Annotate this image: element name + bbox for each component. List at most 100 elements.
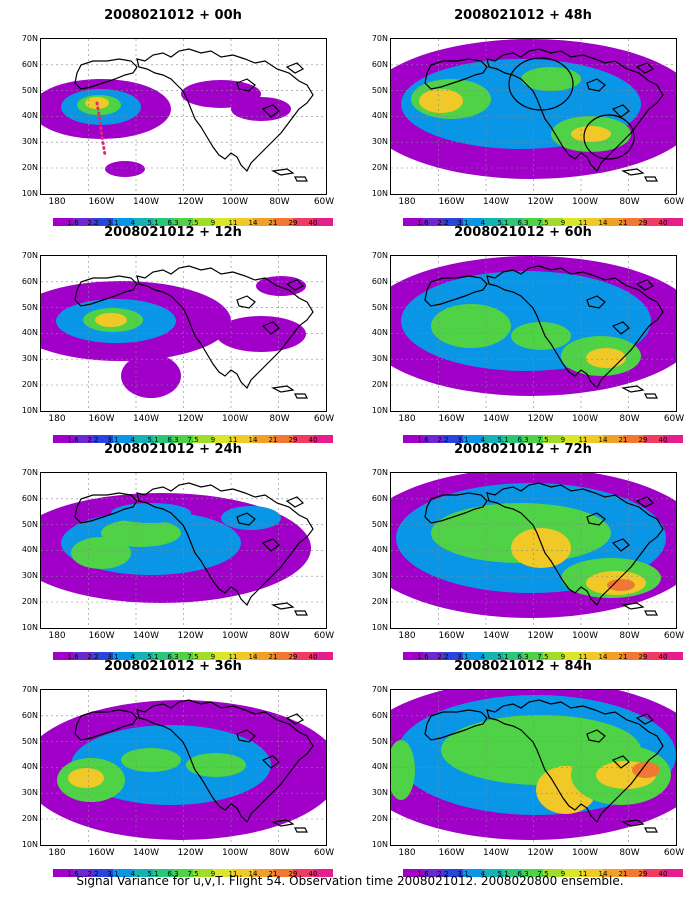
color-swatch xyxy=(603,218,623,226)
color-swatch xyxy=(543,218,563,226)
colorbar-label: 9 xyxy=(560,653,566,661)
colorbar-label: 40 xyxy=(658,436,668,444)
coastline xyxy=(136,265,314,390)
color-swatch xyxy=(113,869,133,877)
color-swatch xyxy=(113,218,133,226)
colorbar-label: 6.3 xyxy=(167,436,179,444)
colorbar-label: 6.3 xyxy=(517,219,529,227)
colorbar-label: 3.1 xyxy=(457,436,469,444)
colorbar-label: 9 xyxy=(210,653,216,661)
colorbar-label: 14 xyxy=(598,219,608,227)
lon-label: 120W xyxy=(527,197,554,207)
coastline xyxy=(294,610,308,616)
variance-contour xyxy=(231,97,291,121)
colorbar-label: 14 xyxy=(598,653,608,661)
color-swatch xyxy=(563,218,583,226)
coastline xyxy=(136,699,314,824)
lon-label: 60W xyxy=(313,848,335,858)
color-swatch xyxy=(273,218,293,226)
color-swatch xyxy=(643,869,663,877)
colorbar-label: 5.1 xyxy=(147,653,159,661)
lon-label: 120W xyxy=(527,848,554,858)
color-swatch xyxy=(153,435,173,443)
color-swatch xyxy=(483,869,503,877)
colorbar-label: 11 xyxy=(578,870,588,878)
colorbar-label: 5.1 xyxy=(497,436,509,444)
colorbar-label: 6.3 xyxy=(517,436,529,444)
colorbar-label: 5.1 xyxy=(497,870,509,878)
color-swatch xyxy=(403,435,423,443)
colorbar-label: 1.6 xyxy=(67,653,79,661)
lat-label: 50N xyxy=(371,302,388,312)
color-swatch xyxy=(173,435,193,443)
lat-label: 50N xyxy=(21,302,38,312)
color-swatch xyxy=(543,652,563,660)
lat-label: 30N xyxy=(21,137,38,147)
lat-label: 60N xyxy=(21,710,38,720)
color-swatch xyxy=(213,218,233,226)
color-swatch xyxy=(153,652,173,660)
colorbar-label: 3.1 xyxy=(457,653,469,661)
color-swatch xyxy=(53,869,73,877)
color-swatch xyxy=(193,218,213,226)
coastline xyxy=(236,295,256,309)
coastline xyxy=(285,62,305,74)
color-swatch xyxy=(293,435,313,443)
lon-label: 100W xyxy=(571,414,599,424)
lat-label: 10N xyxy=(371,839,388,849)
colorbar-label: 21 xyxy=(618,219,628,227)
color-swatch xyxy=(273,869,293,877)
variance-contour xyxy=(511,528,571,568)
color-swatch xyxy=(463,652,483,660)
coastline xyxy=(236,512,256,526)
color-swatch xyxy=(193,435,213,443)
lat-label: 50N xyxy=(371,519,388,529)
lon-label: 120W xyxy=(177,631,204,641)
forecast-panel: 2008021012 + 36h 70N 60N 50N 40N 30N 20N 10N 180… xyxy=(8,659,338,878)
coastline xyxy=(586,729,606,743)
color-swatch xyxy=(663,869,683,877)
colorbar-label: 21 xyxy=(618,870,628,878)
color-swatch xyxy=(153,218,173,226)
variance-contour xyxy=(607,579,635,591)
coastline xyxy=(294,176,308,182)
color-swatch xyxy=(623,652,643,660)
colorbar-label: 4 xyxy=(130,653,136,661)
color-swatch xyxy=(113,435,133,443)
lon-label: 120W xyxy=(177,848,204,858)
lat-label: 60N xyxy=(21,276,38,286)
color-swatch xyxy=(563,652,583,660)
lon-label: 180 xyxy=(48,848,66,858)
color-swatch xyxy=(583,218,603,226)
lat-label: 20N xyxy=(21,380,38,389)
forecast-panel: 2008021012 + 48h 70N 60N 50N 40N 30N 20N 10N 180… xyxy=(358,8,688,227)
colorbar-label: 11 xyxy=(578,219,588,227)
color-swatch xyxy=(423,652,443,660)
highlight-circle xyxy=(508,57,574,111)
panel-title: 2008021012 + 48h xyxy=(454,8,592,23)
colorbar-label: 9 xyxy=(210,219,216,227)
color-swatch xyxy=(403,869,423,877)
colorbar-label: 5.1 xyxy=(147,436,159,444)
coastline xyxy=(74,709,138,741)
color-swatch xyxy=(623,218,643,226)
coastline xyxy=(621,819,645,827)
coastline xyxy=(644,393,658,399)
lat-label: 70N xyxy=(21,34,38,43)
forecast-panel: 2008021012 + 72h 70N 60N 50N 40N 30N 20N 10N 180… xyxy=(358,442,688,661)
color-swatch xyxy=(663,218,683,226)
lat-label: 50N xyxy=(21,736,38,746)
lon-label: 160W xyxy=(88,414,115,424)
color-swatch xyxy=(423,218,443,226)
forecast-panel: 2008021012 + 12h 70N 60N 50N 40N 30N 20N 10N 180… xyxy=(8,225,338,444)
color-swatch xyxy=(253,869,273,877)
coastline xyxy=(74,275,138,307)
variance-contour xyxy=(216,316,306,352)
color-swatch xyxy=(253,218,273,226)
color-swatch xyxy=(563,435,583,443)
color-swatch xyxy=(193,869,213,877)
colorbar-label: 5.1 xyxy=(147,870,159,878)
lon-label: 100W xyxy=(221,631,249,641)
colorbar-label: 14 xyxy=(248,219,258,227)
coastline xyxy=(285,713,305,725)
